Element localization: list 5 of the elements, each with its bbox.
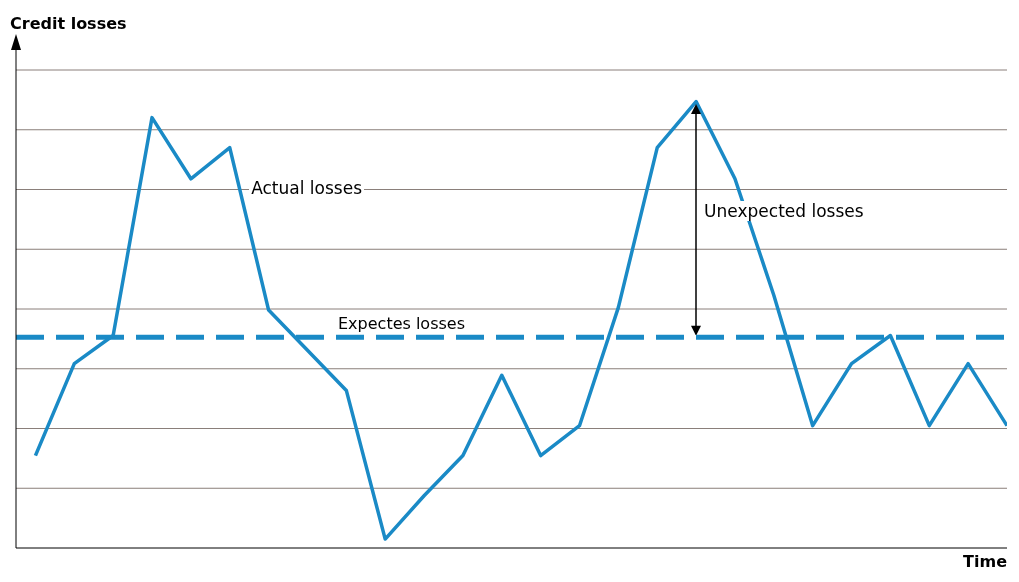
annotation: Unexpected losses bbox=[702, 201, 866, 222]
annotation: Actual losses bbox=[249, 177, 364, 198]
y-axis-title: Credit losses bbox=[10, 14, 127, 33]
x-axis-title: Time bbox=[963, 552, 1007, 571]
ref-line-label: Expectes losses bbox=[338, 314, 465, 334]
